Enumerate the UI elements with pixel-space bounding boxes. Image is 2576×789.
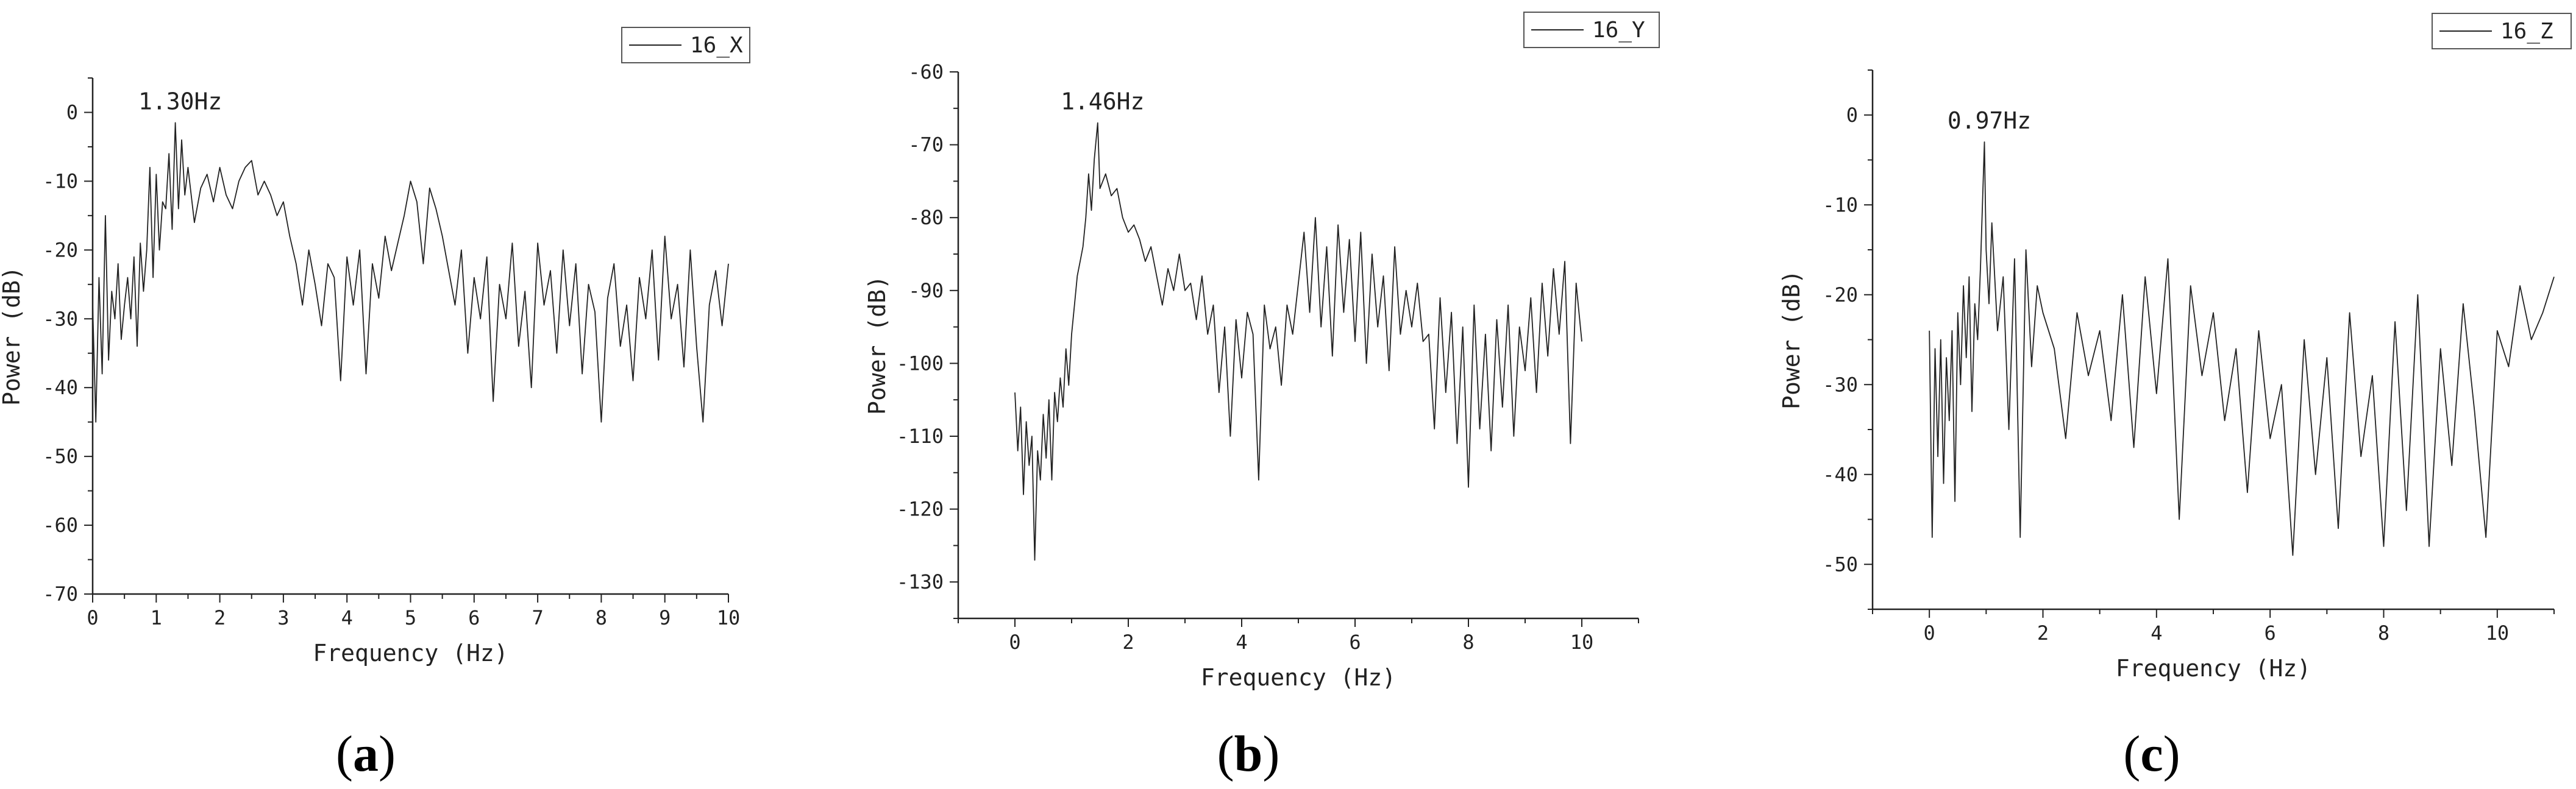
y-tick-label: -90 xyxy=(908,279,944,302)
y-axis-title: Power (dB) xyxy=(864,275,891,415)
y-tick-label: -40 xyxy=(1823,463,1858,486)
panel-label-open: ( xyxy=(2123,726,2140,782)
panel-label-letter: c xyxy=(2140,726,2163,782)
x-tick-label: 4 xyxy=(2151,621,2162,645)
x-axis-title: Frequency (Hz) xyxy=(2116,655,2311,682)
y-tick-label: -10 xyxy=(43,169,78,193)
y-tick-label: 0 xyxy=(66,101,78,124)
y-tick-label: -30 xyxy=(1823,373,1858,396)
y-tick-label: -120 xyxy=(897,498,944,521)
peak-annotation: 1.46Hz xyxy=(1061,88,1144,115)
x-tick-label: 2 xyxy=(214,606,226,629)
series-line-16-z xyxy=(1929,141,2555,556)
legend-label: 16_X xyxy=(690,33,743,58)
panel-label-close: ) xyxy=(379,726,396,782)
y-tick-label: -80 xyxy=(908,206,944,229)
x-axis-title: Frequency (Hz) xyxy=(313,640,508,667)
y-tick-label: -60 xyxy=(908,60,944,83)
x-tick-label: 8 xyxy=(1462,631,1474,654)
panel-label-open: ( xyxy=(336,726,353,782)
y-tick-label: -40 xyxy=(43,376,78,399)
panel-label-close: ) xyxy=(2163,726,2180,782)
x-tick-label: 3 xyxy=(277,606,289,629)
x-tick-label: 8 xyxy=(596,606,607,629)
x-axis-title: Frequency (Hz) xyxy=(1201,664,1396,691)
series-line-16-x xyxy=(92,122,729,423)
y-tick-label: 0 xyxy=(1846,104,1858,127)
x-tick-label: 0 xyxy=(1924,621,1935,645)
x-tick-label: 9 xyxy=(659,606,671,629)
y-tick-label: -20 xyxy=(43,238,78,261)
x-tick-label: 5 xyxy=(405,606,416,629)
series-line-16-y xyxy=(1014,122,1582,561)
y-tick-label: -50 xyxy=(43,445,78,468)
peak-annotation: 0.97Hz xyxy=(1948,107,2031,134)
x-tick-label: 6 xyxy=(1349,631,1361,654)
legend-label: 16_Z xyxy=(2500,19,2553,44)
x-tick-label: 10 xyxy=(717,606,741,629)
x-tick-label: 0 xyxy=(87,606,98,629)
x-tick-label: 4 xyxy=(341,606,353,629)
y-tick-label: -20 xyxy=(1823,283,1858,306)
panel-label: (c) xyxy=(2123,726,2180,782)
x-tick-label: 6 xyxy=(2265,621,2276,645)
x-tick-label: 2 xyxy=(2037,621,2049,645)
x-tick-label: 2 xyxy=(1122,631,1134,654)
y-tick-label: -60 xyxy=(43,514,78,537)
y-tick-label: -50 xyxy=(1823,553,1858,576)
x-tick-label: 4 xyxy=(1236,631,1247,654)
panel-label-open: ( xyxy=(1217,726,1234,782)
legend-label: 16_Y xyxy=(1592,18,1645,43)
x-tick-label: 10 xyxy=(2486,621,2510,645)
y-tick-label: -30 xyxy=(43,307,78,330)
peak-annotation: 1.30Hz xyxy=(138,88,222,115)
y-tick-label: -130 xyxy=(897,570,944,593)
panel-label-close: ) xyxy=(1262,726,1279,782)
y-axis-title: Power (dB) xyxy=(0,266,25,406)
x-tick-label: 0 xyxy=(1009,631,1020,654)
panel-label: (a) xyxy=(336,726,396,782)
x-tick-label: 6 xyxy=(468,606,480,629)
chart-panel-a: 0 1 2 3 4 5 6 7 8 9 10 0 -10 -20 -30 -40 -50 -60 -70 Freque… xyxy=(0,27,750,782)
y-tick-label: -110 xyxy=(897,425,944,448)
y-tick-label: -10 xyxy=(1823,193,1858,216)
panel-label-letter: a xyxy=(353,726,379,782)
chart-panel-c: 0 2 4 6 8 10 0 -10 -20 -30 -40 -50 Frequency (Hz) Pow… xyxy=(1778,13,2572,782)
y-axis-title: Power (dB) xyxy=(1778,270,1805,409)
x-tick-label: 7 xyxy=(532,606,543,629)
panel-label-letter: b xyxy=(1234,726,1263,782)
chart-panel-b: 0 2 4 6 8 10 -60 -70 -80 -90 -100 -110 -120 -130 Frequ… xyxy=(864,12,1660,782)
y-tick-label: -70 xyxy=(908,133,944,157)
x-tick-label: 8 xyxy=(2378,621,2389,645)
x-tick-label: 1 xyxy=(151,606,162,629)
panel-label: (b) xyxy=(1217,726,1280,782)
y-tick-label: -100 xyxy=(897,352,944,375)
y-tick-label: -70 xyxy=(43,582,78,606)
x-tick-label: 10 xyxy=(1570,631,1594,654)
